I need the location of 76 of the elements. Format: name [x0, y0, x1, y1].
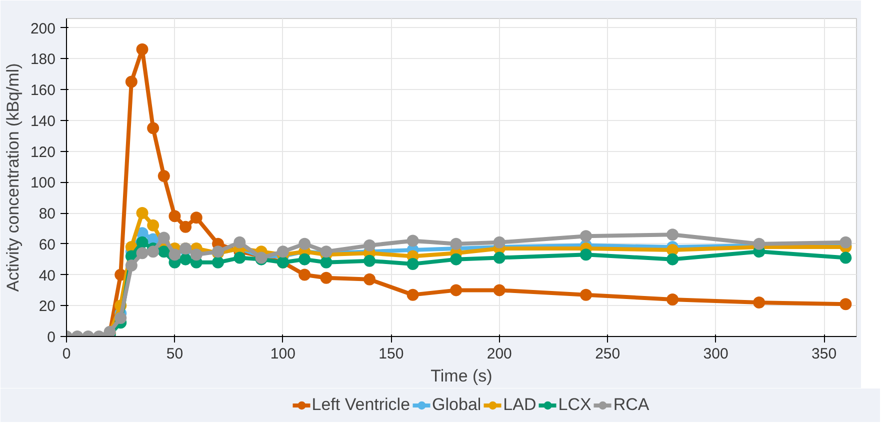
legend-label: LCX: [558, 395, 592, 415]
y-tick-label: 160: [30, 82, 56, 100]
y-tick-label: 40: [38, 267, 56, 284]
point: [840, 298, 852, 310]
point: [147, 246, 160, 258]
y-tick-label: 120: [30, 144, 56, 161]
point: [147, 219, 160, 232]
y-tick-label: 80: [38, 206, 56, 223]
point: [180, 253, 192, 266]
point: [125, 76, 138, 88]
point: [406, 288, 419, 301]
point: [666, 253, 679, 266]
point: [666, 228, 679, 241]
y-tick-label: 180: [30, 51, 56, 68]
y-tick-label: 200: [30, 20, 56, 38]
x-tick-label: 0: [62, 346, 71, 362]
point: [136, 43, 148, 56]
point: [168, 248, 181, 261]
x-tick-label: 350: [812, 346, 837, 362]
point: [114, 312, 127, 324]
point: [234, 252, 246, 264]
point: [212, 256, 224, 268]
point: [320, 272, 332, 284]
point: [493, 236, 506, 248]
legend-label: Left Ventricle: [312, 395, 410, 415]
point: [276, 246, 289, 258]
point: [840, 236, 852, 248]
y-tick-label: 0: [47, 329, 56, 346]
legend-label: RCA: [613, 395, 650, 415]
point: [364, 254, 376, 267]
point: [234, 236, 246, 248]
point: [168, 210, 181, 222]
point: [364, 273, 376, 286]
point: [450, 238, 462, 250]
point: [580, 248, 592, 261]
point: [493, 252, 506, 264]
point: [190, 212, 202, 224]
point: [450, 284, 462, 296]
legend-label: Global: [432, 395, 482, 415]
y-tick-label: 20: [38, 298, 56, 316]
y-tick-label: 60: [38, 236, 56, 254]
x-tick-label: 250: [595, 346, 620, 362]
x-tick-label: 200: [486, 346, 512, 362]
point: [136, 236, 148, 248]
point: [158, 246, 170, 258]
point: [450, 253, 462, 266]
point: [158, 232, 170, 244]
point: [406, 234, 419, 247]
point: [136, 247, 148, 260]
point: [298, 268, 311, 281]
x-tick-label: 100: [270, 346, 296, 362]
point: [147, 122, 160, 134]
point: [364, 239, 376, 252]
legend-label: LAD: [503, 395, 536, 415]
point: [125, 260, 138, 272]
point: [840, 252, 852, 264]
point: [406, 258, 419, 270]
point: [136, 207, 148, 219]
point: [158, 170, 170, 182]
y-axis-title: Activity concentration (kBq/ml): [3, 63, 22, 292]
x-tick-label: 300: [703, 346, 728, 362]
point: [180, 220, 192, 233]
point: [320, 256, 332, 268]
point: [580, 230, 592, 242]
x-tick-label: 150: [378, 346, 404, 362]
y-tick-label: 100: [30, 174, 56, 192]
point: [580, 288, 592, 301]
point: [666, 293, 679, 306]
point: [190, 248, 202, 261]
point: [493, 284, 506, 296]
x-axis-title: Time (s): [430, 366, 492, 386]
point: [298, 253, 311, 266]
point: [753, 296, 766, 309]
y-tick-label: 140: [30, 112, 56, 130]
x-tick-label: 50: [166, 346, 184, 362]
point: [298, 238, 311, 250]
